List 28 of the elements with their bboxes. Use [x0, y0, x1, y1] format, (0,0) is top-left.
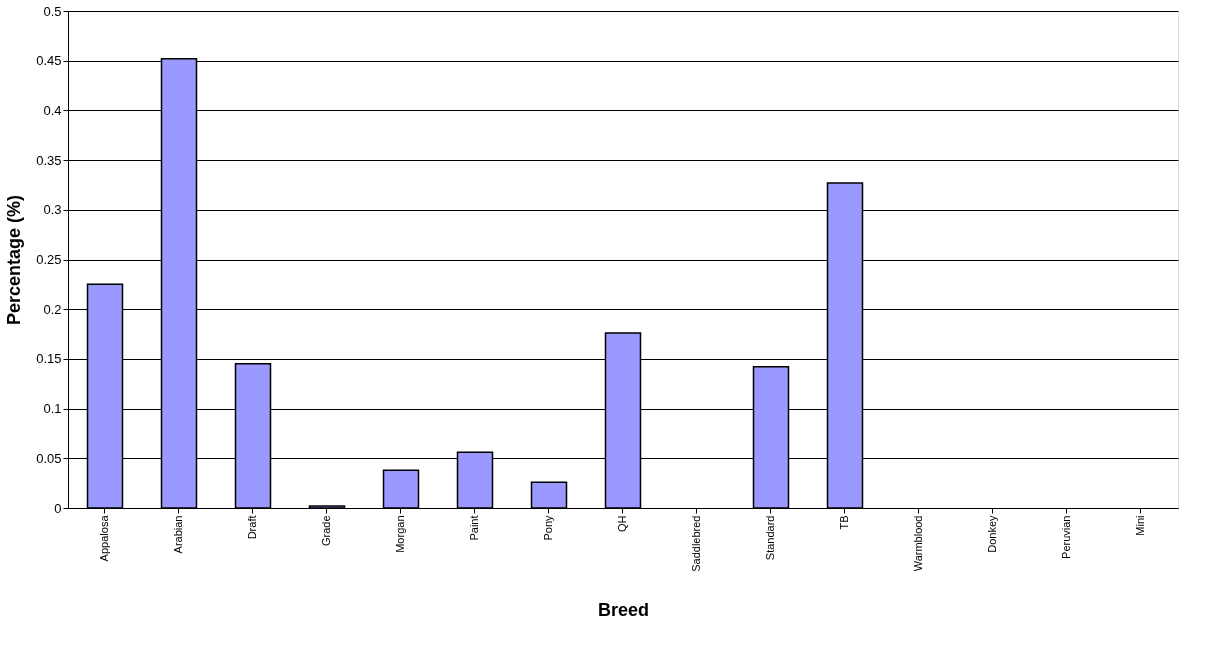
y-tick-label: 0.3 [43, 202, 62, 218]
y-tick-label: 0.1 [43, 401, 62, 417]
y-tick-label: 0.2 [43, 301, 62, 317]
x-tick-label: Morgan [394, 515, 406, 553]
y-tick-label: 0.35 [36, 152, 62, 168]
x-tick-label: QH [616, 515, 628, 532]
y-tick-label: 0.45 [36, 53, 62, 69]
x-tick-label: TB [838, 515, 850, 530]
x-tick-label: Arabian [172, 515, 184, 554]
x-tick-label: Paint [468, 515, 480, 541]
x-tick-label: Saddlebred [690, 515, 702, 572]
y-tick-label: 0.4 [43, 102, 62, 118]
y-tick-label: 0 [54, 500, 62, 516]
x-tick-label: Standard [764, 515, 776, 561]
x-tick-label: Mini [1134, 515, 1146, 536]
x-tick-label: Pony [542, 515, 554, 541]
x-tick-label: Peruvian [1060, 515, 1072, 559]
y-tick-label: 0.5 [43, 3, 62, 19]
x-tick-label: Donkey [986, 515, 998, 553]
y-axis-title: Percentage (%) [4, 194, 25, 326]
y-tick-label: 0.15 [36, 351, 62, 367]
x-tick-label: Warmblood [912, 515, 924, 572]
x-axis-title: Breed [597, 599, 650, 620]
x-tick-label: Draft [246, 515, 258, 540]
y-tick-label: 0.05 [36, 450, 62, 466]
y-tick-label: 0.25 [36, 252, 62, 267]
x-tick-label: Grade [320, 515, 332, 547]
x-tick-label: Appalosa [98, 514, 110, 562]
